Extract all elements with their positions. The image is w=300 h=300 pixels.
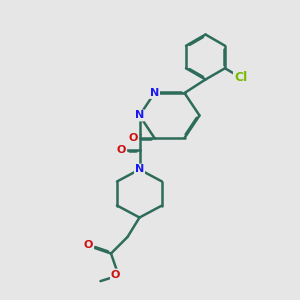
Text: O: O <box>111 269 120 280</box>
Text: N: N <box>135 164 144 175</box>
Text: O: O <box>117 145 126 155</box>
Text: O: O <box>84 239 93 250</box>
Text: N: N <box>150 88 159 98</box>
Text: Cl: Cl <box>234 71 247 84</box>
Text: N: N <box>135 110 144 121</box>
Text: O: O <box>129 133 138 143</box>
